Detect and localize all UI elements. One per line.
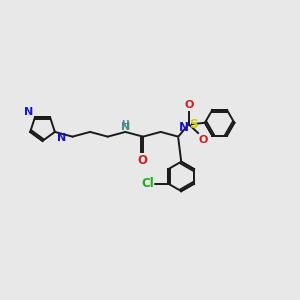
- Text: O: O: [184, 100, 194, 110]
- Text: Cl: Cl: [141, 177, 154, 190]
- Text: O: O: [137, 154, 147, 167]
- Text: N: N: [121, 122, 130, 132]
- Text: N: N: [24, 106, 33, 117]
- Text: N: N: [179, 121, 189, 134]
- Text: N: N: [57, 133, 67, 143]
- Text: O: O: [199, 135, 208, 145]
- Text: H: H: [122, 120, 129, 129]
- Text: S: S: [190, 118, 198, 131]
